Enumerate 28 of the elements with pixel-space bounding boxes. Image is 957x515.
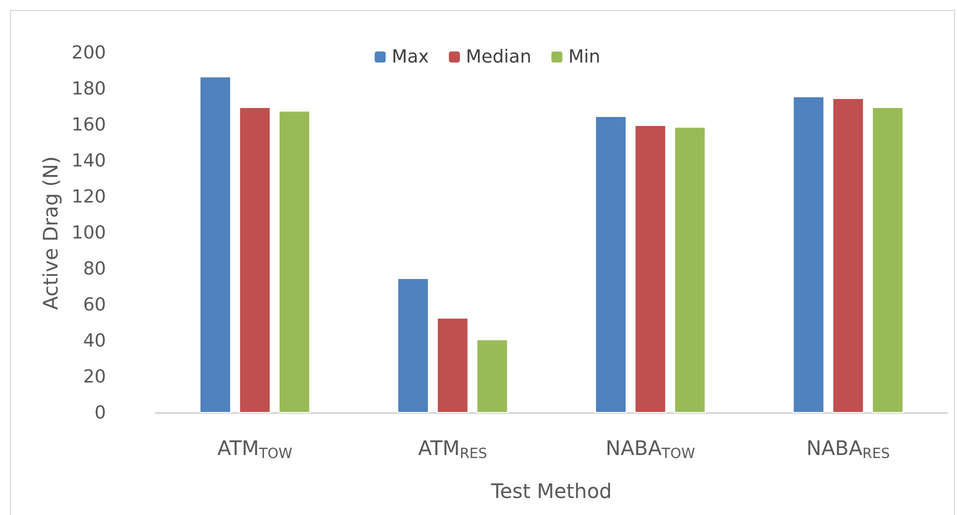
legend-label: Min xyxy=(568,46,600,68)
bar xyxy=(595,116,627,413)
bar xyxy=(674,126,706,413)
bar xyxy=(476,339,508,413)
legend-label: Max xyxy=(392,46,430,68)
y-tick-label: 60 xyxy=(83,294,106,316)
y-tick-label: 140 xyxy=(72,150,106,172)
y-tick-label: 0 xyxy=(94,402,106,424)
x-axis-title: Test Method xyxy=(490,479,612,503)
legend-label: Median xyxy=(466,46,532,68)
y-tick-label: 120 xyxy=(72,186,106,208)
y-tick-label: 180 xyxy=(72,78,106,100)
bar xyxy=(872,107,904,413)
y-tick-label: 80 xyxy=(83,258,106,280)
bar xyxy=(200,76,232,413)
bar xyxy=(239,107,271,413)
bar xyxy=(634,125,666,413)
bar xyxy=(278,110,310,413)
y-tick-label: 100 xyxy=(72,222,106,244)
bar xyxy=(436,318,468,413)
bar xyxy=(397,278,429,413)
y-tick-label: 40 xyxy=(83,330,106,352)
bar xyxy=(832,98,864,413)
y-tick-label: 200 xyxy=(72,42,106,64)
y-tick-label: 160 xyxy=(72,114,106,136)
y-axis-title: Active Drag (N) xyxy=(38,156,63,310)
y-tick-label: 20 xyxy=(83,366,106,388)
bar xyxy=(792,96,824,413)
